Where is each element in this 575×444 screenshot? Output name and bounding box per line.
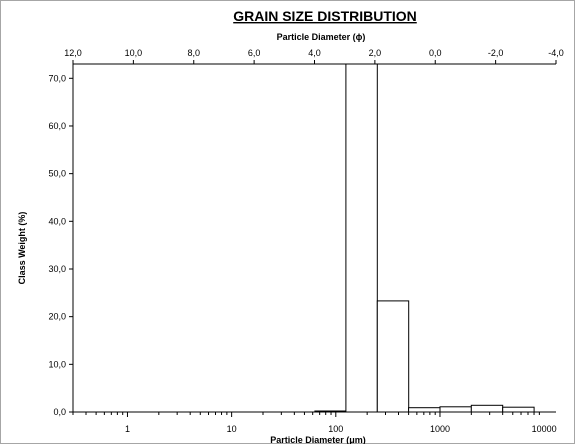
x2-tick-label: 10,0 [125, 48, 143, 58]
x2-tick-label: -4,0 [548, 48, 564, 58]
x-tick-label: 10000 [532, 424, 557, 434]
y-tick-label: 10,0 [48, 359, 66, 369]
x2-tick-label: 0,0 [429, 48, 442, 58]
histogram-bar [439, 406, 472, 413]
top-axis-title: Particle Diameter (ϕ) [277, 32, 366, 42]
histogram-bar [502, 406, 535, 413]
y-tick-label: 0,0 [53, 407, 66, 417]
y-tick-label: 60,0 [48, 121, 66, 131]
chart-title: GRAIN SIZE DISTRIBUTION [233, 8, 417, 24]
y-tick-label: 30,0 [48, 264, 66, 274]
x-tick-label: 100 [328, 424, 343, 434]
histogram-bar [408, 407, 441, 413]
y-tick-label: 70,0 [48, 73, 66, 83]
y-tick-label: 20,0 [48, 312, 66, 322]
x2-tick-label: 12,0 [64, 48, 82, 58]
bottom-axis-title: Particle Diameter (μm) [270, 435, 366, 444]
plot-area: 0,0 10,0 20,0 30,0 40,0 50,0 60,0 70,0 1 10 100 100… [48, 48, 563, 434]
x2-tick-label: 2,0 [369, 48, 382, 58]
histogram-bar [470, 404, 504, 413]
histogram-bar [376, 300, 410, 413]
y-axis-title: Class Weight (%) [17, 212, 27, 285]
y-tick-label: 40,0 [48, 216, 66, 226]
x2-tick-label: 8,0 [187, 48, 200, 58]
x2-tick-label: 6,0 [248, 48, 261, 58]
x2-tick-label: 4,0 [308, 48, 321, 58]
x-tick-label: 1000 [430, 424, 450, 434]
x2-tick-label: -2,0 [488, 48, 504, 58]
y-tick-label: 50,0 [48, 169, 66, 179]
x-tick-label: 1 [125, 424, 130, 434]
histogram-bar [345, 63, 378, 413]
x-tick-label: 10 [227, 424, 237, 434]
